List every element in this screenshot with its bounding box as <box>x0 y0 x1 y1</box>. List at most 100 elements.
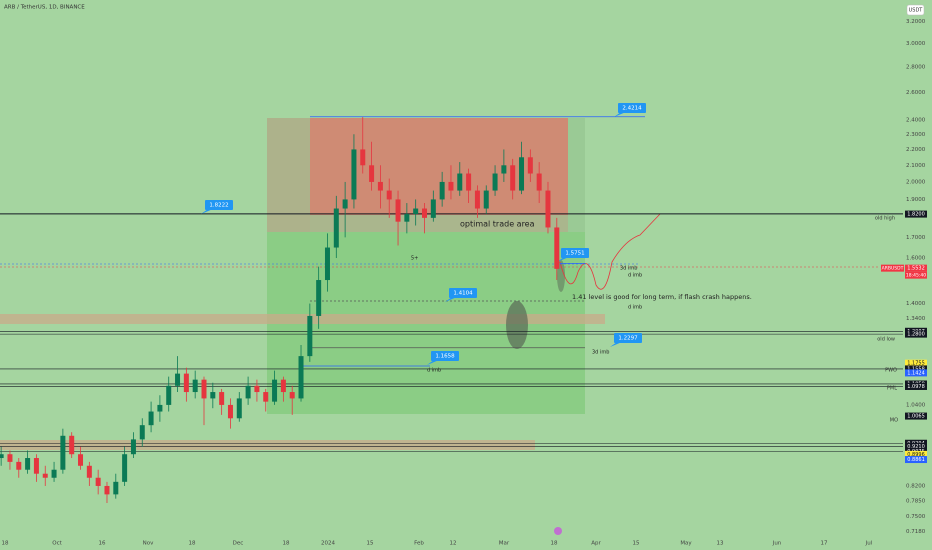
candle-body <box>210 392 216 399</box>
x-tick-label: 15 <box>633 541 640 547</box>
candle-body <box>245 385 251 399</box>
y-tick-label: 2.2000 <box>906 147 926 153</box>
candle-body <box>351 149 357 200</box>
level-label: PWO <box>885 368 897 374</box>
premium-zone <box>267 118 310 232</box>
y-tick-label: 0.7850 <box>906 498 926 504</box>
note: 3d imb <box>620 266 637 272</box>
y-tick-label: 2.4000 <box>906 117 926 123</box>
symbol-tag <box>881 264 904 272</box>
candle-body <box>333 208 339 248</box>
currency-button[interactable] <box>906 4 925 16</box>
x-tick-label: 18 <box>189 541 196 547</box>
callout-label: 1.8222 <box>209 203 228 209</box>
price-tag <box>905 369 927 377</box>
note: d imb <box>628 273 642 279</box>
candle-body <box>448 181 454 191</box>
candle-body <box>395 199 401 222</box>
ellipse <box>506 301 528 349</box>
chart-title: ARB / TetherUS, 1D, BINANCE <box>4 5 85 11</box>
band <box>0 440 535 450</box>
y-tick-label: 2.8000 <box>906 65 926 71</box>
x-tick-label: 18 <box>551 541 558 547</box>
candle-body <box>466 173 472 191</box>
price-tag <box>905 365 927 373</box>
candle-body <box>201 379 207 399</box>
x-tick-label: Mar <box>499 541 510 547</box>
event-icon[interactable] <box>554 527 562 535</box>
price-tag <box>905 412 927 420</box>
price-tag-label: 0.9210 <box>907 444 925 450</box>
candle-body <box>175 373 181 386</box>
callout-box <box>561 248 589 258</box>
note: optimal trade area <box>460 220 535 229</box>
candle-body <box>386 190 392 200</box>
candle-body <box>324 247 330 281</box>
y-tick-label: 1.4000 <box>906 301 926 307</box>
candle-body <box>439 181 445 200</box>
candle-body <box>298 356 304 399</box>
candle-body <box>192 379 198 393</box>
level-label: old high <box>875 216 895 222</box>
candle-body <box>474 190 480 209</box>
candle-body <box>263 392 269 402</box>
x-tick-label: Jul <box>865 541 873 547</box>
price-tag-label: 1.0978 <box>907 384 925 390</box>
candle-body <box>42 473 48 478</box>
candle-body <box>554 227 560 269</box>
callout-label: 2.4214 <box>622 106 642 112</box>
countdown-tag <box>905 271 927 279</box>
candle-body <box>289 392 295 399</box>
candle-body <box>157 404 163 412</box>
price-tag-label: 0.8996 <box>907 452 925 458</box>
x-tick-label: Dec <box>233 541 244 547</box>
callout-box <box>614 333 642 343</box>
note: d imb <box>628 305 642 311</box>
callout-label: 1.1658 <box>435 354 455 360</box>
price-tag <box>905 359 927 367</box>
price-tag-label: 1.2800 <box>907 332 925 338</box>
callout-label: 1.4104 <box>453 291 473 297</box>
candle-body <box>483 190 489 209</box>
candle-body <box>316 280 322 316</box>
candle-body <box>280 379 286 393</box>
forecast-path <box>559 213 661 290</box>
callout-pointer <box>614 112 626 117</box>
y-tick-label: 2.0000 <box>906 179 926 185</box>
candle-body <box>377 181 383 191</box>
candle-body <box>60 435 66 470</box>
candle-body <box>501 165 507 174</box>
x-tick-label: 2024 <box>321 541 335 547</box>
candle-body <box>227 404 233 419</box>
y-tick-label: 0.7180 <box>906 529 926 535</box>
x-tick-label: Jun <box>772 541 782 547</box>
price-tag <box>905 456 927 464</box>
candle-body <box>86 465 92 478</box>
candle-body <box>492 173 498 191</box>
candle-body <box>69 435 75 455</box>
x-tick-label: 17 <box>821 541 828 547</box>
y-tick-label: 2.6000 <box>906 90 926 96</box>
level-label: PML <box>887 386 897 392</box>
callout-pointer <box>610 342 622 347</box>
candle-body <box>78 454 84 466</box>
level-label: MO <box>890 418 898 424</box>
candle-body <box>0 454 4 459</box>
candle-body <box>272 379 278 402</box>
candle-body <box>51 469 57 478</box>
candle-body <box>25 458 31 470</box>
candle-body <box>545 190 551 228</box>
price-tag-label: 0.8861 <box>907 457 925 463</box>
x-tick-label: 15 <box>367 541 374 547</box>
x-tick-label: 18 <box>2 541 9 547</box>
note: 5+ <box>411 256 418 262</box>
candle-body <box>422 208 427 218</box>
callout-pointer <box>427 360 439 365</box>
currency[interactable]: USDT <box>909 8 924 14</box>
candle-body <box>95 477 101 486</box>
candle-body <box>404 214 410 222</box>
callout-pointer <box>557 257 569 262</box>
candle-body <box>113 481 119 495</box>
symbol-tag-label: ARBUSDT <box>882 266 904 272</box>
